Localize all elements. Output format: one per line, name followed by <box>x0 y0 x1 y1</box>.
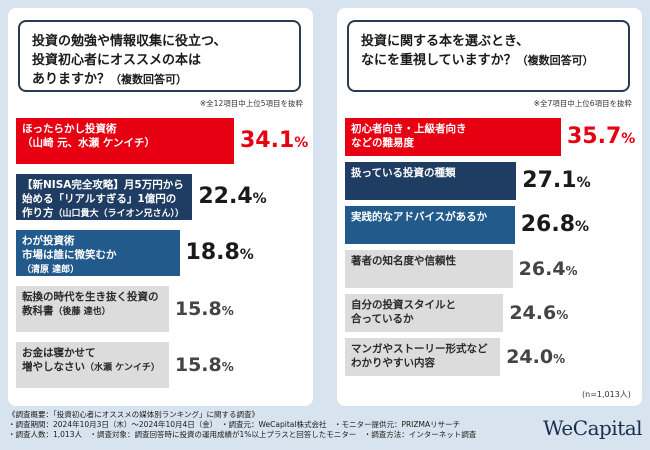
bar-row: 【新NISA完全攻略】月5万円から 始める「リアルすぎる」1億円の 作り方（山口… <box>16 174 309 220</box>
bar-value-unit: % <box>575 219 590 235</box>
bar-value: 22.4 <box>198 184 253 209</box>
bar-value-unit: % <box>294 135 309 151</box>
bar-value-unit: % <box>565 264 578 278</box>
bar: 転換の時代を生き抜く投資の 教科書（後藤 達也） <box>16 286 169 332</box>
bar: 扱っている投資の種類 <box>345 162 517 200</box>
bar-value: 24.0 <box>506 346 554 368</box>
bar-row: わが投資術 市場は誰に微笑むか （清原 達郎） 18.8% <box>16 230 309 276</box>
bar-label: わが投資術 市場は誰に微笑むか <box>22 235 117 261</box>
survey-footer: 《調査概要：「投資初心者にオススメの媒体別ランキング」に関する調査》 ・調査期間… <box>8 410 528 440</box>
bar-value-label: 24.0% <box>506 344 565 372</box>
bar-label: 転換の時代を生き抜く投資の 教科書 <box>22 291 159 317</box>
left-panel: 投資の勉強や情報収集に役立つ、 投資初心者にオススメの本は ありますか？（複数回… <box>8 8 313 406</box>
bar-value-unit: % <box>239 247 254 263</box>
bar-label-author: （山口貴大（ライオン兄さん）） <box>53 209 185 219</box>
bar-label: お金は寝かせて 増やしなさい <box>22 347 96 373</box>
bar-value-label: 26.4% <box>519 256 578 284</box>
bar-label-author: （後藤 達也） <box>53 307 111 317</box>
left-scope-note: ※全12項目中上位5項目を抜粋 <box>199 99 303 108</box>
bar-value: 35.7 <box>567 124 622 149</box>
bar-label: 著者の知名度や信頼性 <box>351 255 456 267</box>
bar-label: 扱っている投資の種類 <box>351 167 456 179</box>
right-panel: 投資に関する本を選ぶとき、 なにを重視していますか？（複数回答可） ※全7項目中… <box>337 8 642 406</box>
bar-value: 27.1 <box>522 168 577 193</box>
bar-value-label: 26.8% <box>521 212 589 240</box>
bar-value-unit: % <box>556 308 569 322</box>
bar-value-label: 22.4% <box>198 184 266 212</box>
bar-value-unit: % <box>553 352 566 366</box>
bar: 自分の投資スタイルと 合っているか <box>345 294 504 332</box>
sample-size-note: (n=1,013人) <box>582 390 631 399</box>
bar-value: 15.8 <box>174 298 222 320</box>
bar-value-label: 35.7% <box>567 124 635 152</box>
bar-row: 著者の知名度や信頼性 26.4% <box>345 250 638 288</box>
bar-value: 26.4 <box>518 258 566 280</box>
bar: ほったらかし投資術 （山崎 元、水瀬 ケンイチ） <box>16 118 234 164</box>
left-question-text: 投資の勉強や情報収集に役立つ、 投資初心者にオススメの本は ありますか？ <box>32 34 227 87</box>
bar-value-unit: % <box>621 131 636 147</box>
bar: 【新NISA完全攻略】月5万円から 始める「リアルすぎる」1億円の 作り方（山口… <box>16 174 193 220</box>
bar-row: 扱っている投資の種類 27.1% <box>345 162 638 200</box>
bar-value-unit: % <box>576 175 591 191</box>
bar-value-unit: % <box>252 191 267 207</box>
footer-line: ・調査人数：1,013人 ・調査対象：調査回答時に投資の運用成績が1%以上プラス… <box>8 430 477 439</box>
right-scope-note: ※全7項目中上位6項目を抜粋 <box>533 99 632 108</box>
bar-row: 転換の時代を生き抜く投資の 教科書（後藤 達也） 15.8% <box>16 286 309 332</box>
bar-value: 24.6 <box>509 302 557 324</box>
bar-label: 自分の投資スタイルと 合っているか <box>351 299 456 325</box>
bar-value-unit: % <box>221 360 234 374</box>
bar-value: 15.8 <box>174 354 222 376</box>
bar-row: 自分の投資スタイルと 合っているか 24.6% <box>345 294 638 332</box>
bar: わが投資術 市場は誰に微笑むか （清原 達郎） <box>16 230 180 276</box>
bar-value-label: 27.1% <box>522 168 590 196</box>
bar-label: ほったらかし投資術 （山崎 元、水瀬 ケンイチ） <box>22 123 155 149</box>
bar: お金は寝かせて 増やしなさい（水瀬 ケンイチ） <box>16 342 169 388</box>
bar-value: 18.8 <box>185 240 240 265</box>
bar-label: 【新NISA完全攻略】月5万円から 始める「リアルすぎる」1億円の 作り方 <box>22 179 184 219</box>
bar-value-label: 15.8% <box>175 352 234 380</box>
left-question-note: （複数回答可） <box>110 73 188 86</box>
right-question-box: 投資に関する本を選ぶとき、 なにを重視していますか？（複数回答可） <box>347 20 630 92</box>
bar-value: 26.8 <box>520 212 576 237</box>
bar-row: ほったらかし投資術 （山崎 元、水瀬 ケンイチ） 34.1% <box>16 118 309 164</box>
bar-label: 初心者向き・上級者向き などの難易度 <box>351 123 467 149</box>
bar-label-author: （水瀬 ケンイチ） <box>85 363 160 373</box>
bar-row: 初心者向き・上級者向き などの難易度 35.7% <box>345 118 638 156</box>
right-question-note: （複数回答可） <box>516 54 594 67</box>
bar-label: マンガやストーリー形式など わかりやすい内容 <box>351 343 488 369</box>
bar-value-label: 24.6% <box>509 300 568 328</box>
left-question-box: 投資の勉強や情報収集に役立つ、 投資初心者にオススメの本は ありますか？（複数回… <box>18 20 301 92</box>
bar-label: 実践的なアドバイスがあるか <box>351 211 488 223</box>
footer-line: ・調査期間：2024年10月3日（木）〜2024年10月4日（金） ・調査元：W… <box>8 420 461 429</box>
bar-value-label: 15.8% <box>175 296 234 324</box>
bar: 著者の知名度や信頼性 <box>345 250 513 288</box>
bar-value: 34.1 <box>240 128 295 153</box>
bar: 初心者向き・上級者向き などの難易度 <box>345 118 561 156</box>
bar-value-label: 34.1% <box>240 128 308 156</box>
bar-row: マンガやストーリー形式など わかりやすい内容 24.0% <box>345 338 638 376</box>
bar-value-label: 18.8% <box>186 240 254 268</box>
bar-label-author: （清原 達郎） <box>22 265 80 275</box>
bar-row: 実践的なアドバイスがあるか 26.8% <box>345 206 638 244</box>
footer-title: 《調査概要：「投資初心者にオススメの媒体別ランキング」に関する調査》 <box>8 410 260 419</box>
right-question-text: 投資に関する本を選ぶとき、 なにを重視していますか？ <box>361 34 530 68</box>
bar-value-unit: % <box>221 304 234 318</box>
bar: マンガやストーリー形式など わかりやすい内容 <box>345 338 501 376</box>
bar-row: お金は寝かせて 増やしなさい（水瀬 ケンイチ） 15.8% <box>16 342 309 388</box>
wecapital-logo: WeCapital <box>543 416 643 440</box>
bar: 実践的なアドバイスがあるか <box>345 206 515 244</box>
